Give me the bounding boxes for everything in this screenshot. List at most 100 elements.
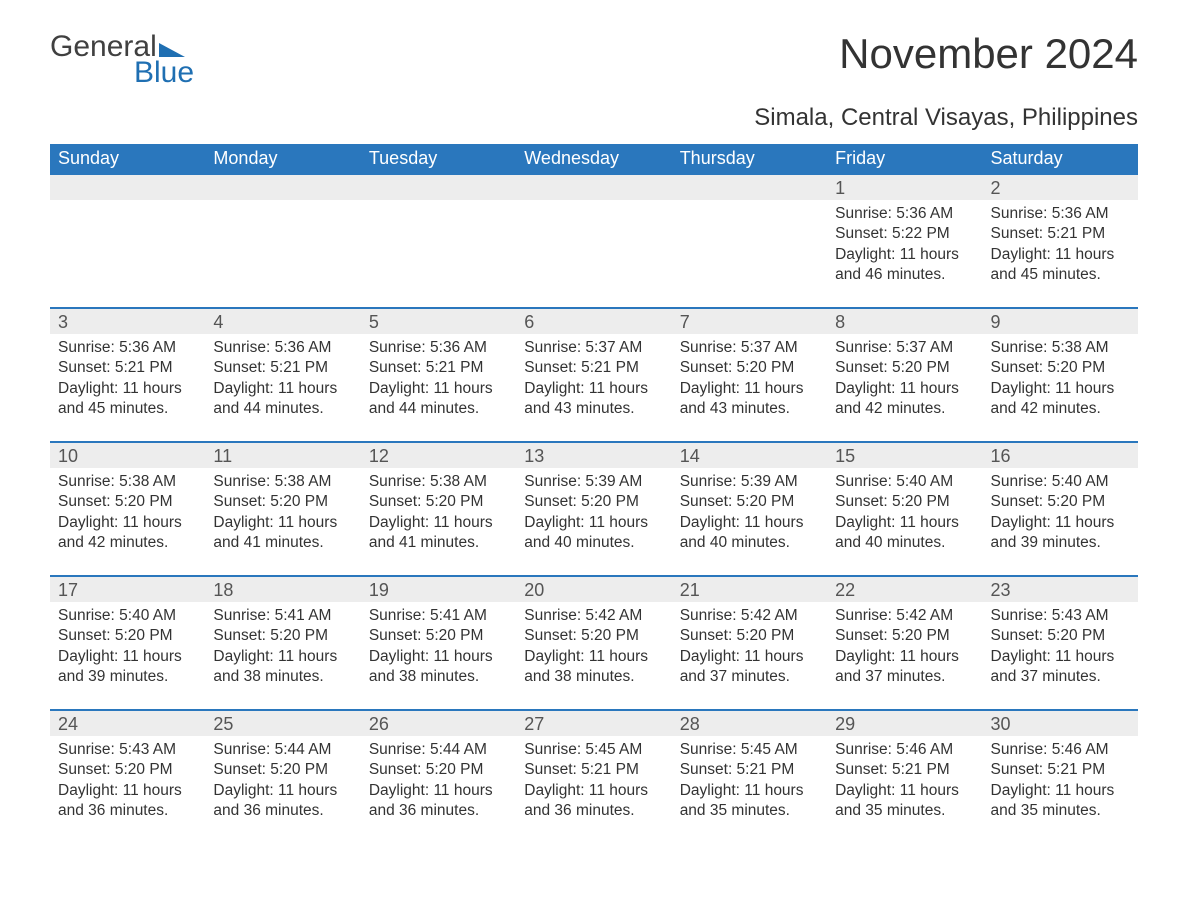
day-number: 27 <box>516 709 671 736</box>
sunrise-line: Sunrise: 5:42 AM <box>524 606 663 626</box>
daylight-line: Daylight: 11 hours and 42 minutes. <box>991 379 1130 420</box>
day-body: Sunrise: 5:46 AMSunset: 5:21 PMDaylight:… <box>983 736 1138 824</box>
daylight-line: Daylight: 11 hours and 43 minutes. <box>524 379 663 420</box>
sunrise-line: Sunrise: 5:42 AM <box>835 606 974 626</box>
day-number: 16 <box>983 441 1138 468</box>
location: Simala, Central Visayas, Philippines <box>50 104 1138 132</box>
day-number: 1 <box>827 173 982 200</box>
sunrise-line: Sunrise: 5:44 AM <box>369 740 508 760</box>
day-number: 19 <box>361 575 516 602</box>
daylight-line: Daylight: 11 hours and 37 minutes. <box>680 647 819 688</box>
day-body: Sunrise: 5:36 AMSunset: 5:21 PMDaylight:… <box>983 200 1138 288</box>
day-number: 21 <box>672 575 827 602</box>
daylight-line: Daylight: 11 hours and 36 minutes. <box>524 781 663 822</box>
daylight-line: Daylight: 11 hours and 36 minutes. <box>58 781 197 822</box>
calendar-cell: 27 Sunrise: 5:45 AMSunset: 5:21 PMDayligh… <box>516 709 671 843</box>
day-body: Sunrise: 5:42 AMSunset: 5:20 PMDaylight:… <box>827 602 982 690</box>
sunset-line: Sunset: 5:21 PM <box>991 760 1130 780</box>
sunrise-line: Sunrise: 5:36 AM <box>835 204 974 224</box>
day-number: 29 <box>827 709 982 736</box>
day-number: 2 <box>983 173 1138 200</box>
daylight-line: Daylight: 11 hours and 42 minutes. <box>835 379 974 420</box>
day-number: 22 <box>827 575 982 602</box>
sunrise-line: Sunrise: 5:37 AM <box>524 338 663 358</box>
sunrise-line: Sunrise: 5:36 AM <box>213 338 352 358</box>
weekday-header: Sunday <box>50 144 205 173</box>
sunrise-line: Sunrise: 5:45 AM <box>524 740 663 760</box>
logo: General Blue <box>50 30 194 90</box>
daylight-line: Daylight: 11 hours and 37 minutes. <box>835 647 974 688</box>
sunset-line: Sunset: 5:20 PM <box>835 626 974 646</box>
sunrise-line: Sunrise: 5:45 AM <box>680 740 819 760</box>
weekday-header: Thursday <box>672 144 827 173</box>
sunrise-line: Sunrise: 5:46 AM <box>835 740 974 760</box>
sunset-line: Sunset: 5:20 PM <box>680 626 819 646</box>
day-number: 12 <box>361 441 516 468</box>
daylight-line: Daylight: 11 hours and 35 minutes. <box>835 781 974 822</box>
day-body: Sunrise: 5:40 AMSunset: 5:20 PMDaylight:… <box>827 468 982 556</box>
calendar-cell <box>516 173 671 307</box>
day-body: Sunrise: 5:40 AMSunset: 5:20 PMDaylight:… <box>983 468 1138 556</box>
sunset-line: Sunset: 5:21 PM <box>524 760 663 780</box>
sunset-line: Sunset: 5:21 PM <box>991 224 1130 244</box>
calendar-cell: 20Sunrise: 5:42 AMSunset: 5:20 PMDayligh… <box>516 575 671 709</box>
calendar-cell: 9Sunrise: 5:38 AMSunset: 5:20 PMDaylight… <box>983 307 1138 441</box>
day-number: 7 <box>672 307 827 334</box>
day-number: 9 <box>983 307 1138 334</box>
sunrise-line: Sunrise: 5:36 AM <box>58 338 197 358</box>
sunset-line: Sunset: 5:20 PM <box>369 626 508 646</box>
calendar-cell: 26Sunrise: 5:44 AMSunset: 5:20 PMDayligh… <box>361 709 516 843</box>
daylight-line: Daylight: 11 hours and 42 minutes. <box>58 513 197 554</box>
daylight-line: Daylight: 11 hours and 39 minutes. <box>991 513 1130 554</box>
day-body: Sunrise: 5:37 AMSunset: 5:20 PMDaylight:… <box>672 334 827 422</box>
sunset-line: Sunset: 5:20 PM <box>835 492 974 512</box>
day-number: 4 <box>205 307 360 334</box>
calendar-week: 1Sunrise: 5:36 AMSunset: 5:22 PMDaylight… <box>50 173 1138 307</box>
calendar-cell: 25Sunrise: 5:44 AMSunset: 5:20 PMDayligh… <box>205 709 360 843</box>
sunrise-line: Sunrise: 5:38 AM <box>213 472 352 492</box>
sunset-line: Sunset: 5:20 PM <box>991 358 1130 378</box>
sunrise-line: Sunrise: 5:38 AM <box>369 472 508 492</box>
calendar-cell: 5Sunrise: 5:36 AMSunset: 5:21 PMDaylight… <box>361 307 516 441</box>
daylight-line: Daylight: 11 hours and 36 minutes. <box>213 781 352 822</box>
calendar-cell: 1Sunrise: 5:36 AMSunset: 5:22 PMDaylight… <box>827 173 982 307</box>
sunrise-line: Sunrise: 5:41 AM <box>213 606 352 626</box>
daylight-line: Daylight: 11 hours and 38 minutes. <box>213 647 352 688</box>
sunset-line: Sunset: 5:20 PM <box>369 760 508 780</box>
calendar-cell: 21 Sunrise: 5:42 AMSunset: 5:20 PMDayligh… <box>672 575 827 709</box>
sunset-line: Sunset: 5:20 PM <box>58 492 197 512</box>
sunset-line: Sunset: 5:21 PM <box>213 358 352 378</box>
daylight-line: Daylight: 11 hours and 36 minutes. <box>369 781 508 822</box>
sunset-line: Sunset: 5:20 PM <box>991 626 1130 646</box>
day-number-empty <box>672 173 827 200</box>
sunset-line: Sunset: 5:20 PM <box>213 492 352 512</box>
daylight-line: Daylight: 11 hours and 37 minutes. <box>991 647 1130 688</box>
day-number: 3 <box>50 307 205 334</box>
calendar-table: SundayMondayTuesdayWednesdayThursdayFrid… <box>50 144 1138 843</box>
sunset-line: Sunset: 5:20 PM <box>524 626 663 646</box>
sunrise-line: Sunrise: 5:40 AM <box>835 472 974 492</box>
calendar-cell: 4Sunrise: 5:36 AMSunset: 5:21 PMDaylight… <box>205 307 360 441</box>
daylight-line: Daylight: 11 hours and 38 minutes. <box>369 647 508 688</box>
daylight-line: Daylight: 11 hours and 45 minutes. <box>991 245 1130 286</box>
calendar-cell: 7Sunrise: 5:37 AMSunset: 5:20 PMDaylight… <box>672 307 827 441</box>
sunset-line: Sunset: 5:20 PM <box>213 760 352 780</box>
day-body: Sunrise: 5:39 AMSunset: 5:20 PMDaylight:… <box>516 468 671 556</box>
daylight-line: Daylight: 11 hours and 40 minutes. <box>680 513 819 554</box>
day-number: 10 <box>50 441 205 468</box>
day-number: 5 <box>361 307 516 334</box>
calendar-cell: 17Sunrise: 5:40 AMSunset: 5:20 PMDayligh… <box>50 575 205 709</box>
sunset-line: Sunset: 5:21 PM <box>680 760 819 780</box>
day-body: Sunrise: 5:36 AMSunset: 5:21 PMDaylight:… <box>205 334 360 422</box>
daylight-line: Daylight: 11 hours and 41 minutes. <box>369 513 508 554</box>
calendar-cell <box>205 173 360 307</box>
calendar-body: 1Sunrise: 5:36 AMSunset: 5:22 PMDaylight… <box>50 173 1138 843</box>
day-number: 13 <box>516 441 671 468</box>
day-body: Sunrise: 5:38 AMSunset: 5:20 PMDaylight:… <box>205 468 360 556</box>
sunset-line: Sunset: 5:20 PM <box>524 492 663 512</box>
day-number: 8 <box>827 307 982 334</box>
calendar-cell: 30Sunrise: 5:46 AMSunset: 5:21 PMDayligh… <box>983 709 1138 843</box>
daylight-line: Daylight: 11 hours and 44 minutes. <box>369 379 508 420</box>
sunrise-line: Sunrise: 5:42 AM <box>680 606 819 626</box>
day-body: Sunrise: 5:36 AMSunset: 5:22 PMDaylight:… <box>827 200 982 288</box>
